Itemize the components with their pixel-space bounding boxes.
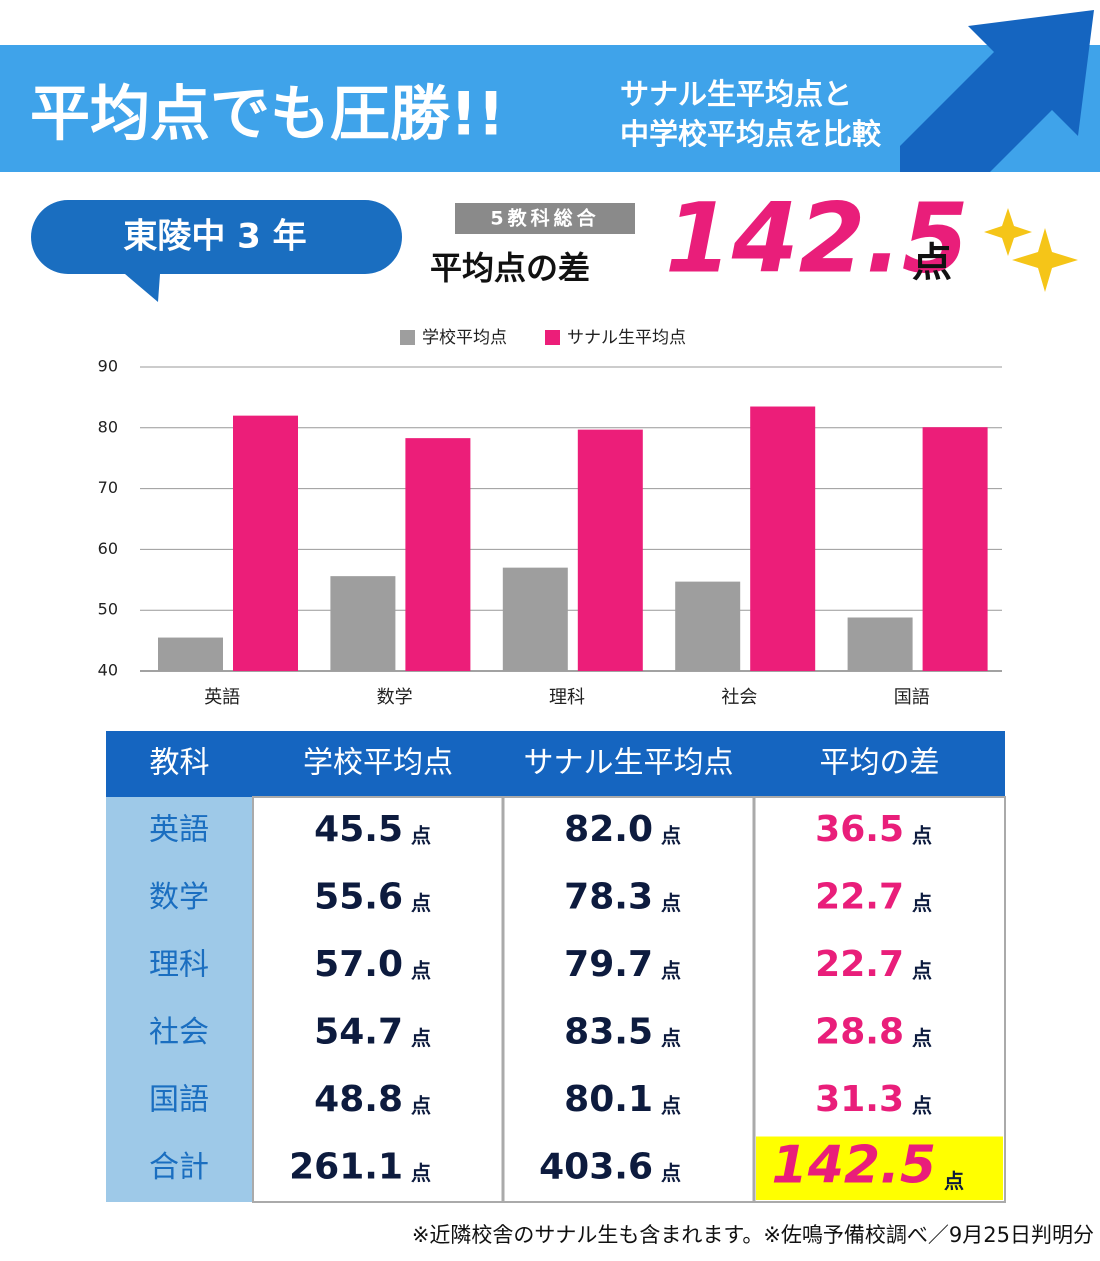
legend-label: 学校平均点	[422, 328, 507, 348]
cell-unit: 点	[912, 1026, 932, 1050]
arrow	[900, 10, 1094, 172]
subject-label: 合計	[149, 1150, 209, 1185]
cell-unit: 点	[661, 958, 681, 982]
sparkle	[1012, 228, 1078, 292]
table-header: サナル生平均点	[524, 746, 734, 781]
badge-text: 東陵中 3 年	[123, 217, 306, 257]
x-tick-label: 英語	[204, 687, 240, 708]
subject-label: 社会	[149, 1015, 209, 1050]
cell-unit: 点	[944, 1169, 964, 1193]
cell-value: 55.6	[314, 876, 403, 917]
cell-value: 36.5	[815, 809, 904, 850]
cell-value: 82.0	[564, 809, 653, 850]
table-header-bg	[106, 731, 1005, 797]
cell-unit: 点	[411, 1026, 431, 1050]
cell-value: 403.6	[539, 1146, 653, 1187]
legend-swatch	[545, 330, 560, 345]
cell-unit: 点	[912, 958, 932, 982]
highlight-cell	[756, 1136, 1003, 1200]
bar	[233, 415, 298, 671]
bar	[330, 576, 396, 671]
table-header: 教科	[150, 746, 210, 781]
cell-unit: 点	[411, 1161, 431, 1185]
y-tick-label: 60	[98, 539, 118, 558]
cell-value: 28.8	[815, 1011, 904, 1052]
cell-value: 78.3	[564, 876, 653, 917]
cell-unit: 点	[411, 1093, 431, 1117]
footnote: ※近隣校舎のサナル生も含まれます。※佐鳴予備校調べ／9月25日判明分	[412, 1223, 1094, 1247]
tag-box	[455, 203, 635, 234]
table-header: 平均の差	[820, 746, 940, 781]
legend-label: サナル生平均点	[567, 328, 686, 348]
x-tick-label: 社会	[721, 687, 757, 708]
cell-value: 31.3	[815, 1079, 904, 1120]
table-header: 学校平均点	[303, 746, 453, 781]
y-tick-label: 70	[98, 478, 118, 497]
x-tick-label: 国語	[894, 687, 930, 708]
bar	[502, 567, 568, 671]
bar	[158, 637, 223, 671]
cell-unit: 点	[661, 1093, 681, 1117]
cell-unit: 点	[411, 958, 431, 982]
legend-swatch	[400, 330, 415, 345]
cell-unit: 点	[411, 891, 431, 915]
bar	[405, 438, 471, 671]
x-tick-label: 数学	[377, 687, 413, 708]
subtitle: 中学校平均点を比較	[620, 117, 882, 151]
bar	[922, 427, 988, 671]
subject-label: 英語	[149, 812, 209, 847]
cell-value: 22.7	[815, 944, 904, 985]
cell-value: 54.7	[314, 1011, 403, 1052]
y-tick-label: 80	[98, 417, 118, 436]
cell-value: 80.1	[564, 1079, 653, 1120]
cell-value: 83.5	[564, 1011, 653, 1052]
summary-tag: 5教科総合	[490, 207, 599, 230]
cell-unit: 点	[912, 891, 932, 915]
bar	[750, 406, 816, 671]
y-tick-label: 40	[98, 661, 118, 680]
cell-unit: 点	[661, 891, 681, 915]
cell-value: 48.8	[314, 1079, 403, 1120]
summary-label: 平均点の差	[430, 249, 590, 287]
cell-value: 57.0	[314, 944, 403, 985]
y-tick-label: 90	[98, 357, 118, 376]
cell-unit: 点	[661, 1026, 681, 1050]
cell-value: 261.1	[289, 1146, 403, 1187]
subject-label: 数学	[149, 880, 209, 915]
x-tick-label: 理科	[549, 687, 585, 708]
bar	[675, 581, 741, 671]
cell-unit: 点	[411, 823, 431, 847]
cell-unit: 点	[661, 823, 681, 847]
subtitle: サナル生平均点と	[620, 77, 852, 111]
subject-column-bg	[106, 797, 253, 1202]
summary-unit: 点	[912, 240, 952, 286]
cell-unit: 点	[912, 823, 932, 847]
bar	[847, 617, 913, 671]
table-body-bg	[252, 796, 1006, 1203]
summary-value: 142.5	[665, 182, 969, 294]
cell-unit: 点	[912, 1093, 932, 1117]
cell-value: 142.5	[772, 1135, 936, 1195]
bar	[577, 429, 643, 671]
sparkle	[984, 208, 1032, 256]
subject-label: 理科	[149, 947, 209, 982]
cell-unit: 点	[661, 1161, 681, 1185]
cell-value: 45.5	[314, 809, 403, 850]
y-tick-label: 50	[98, 600, 118, 619]
title: 平均点でも圧勝!!	[30, 80, 505, 150]
cell-value: 79.7	[564, 944, 653, 985]
cell-value: 22.7	[815, 876, 904, 917]
subject-label: 国語	[149, 1082, 209, 1117]
badge	[31, 200, 402, 302]
